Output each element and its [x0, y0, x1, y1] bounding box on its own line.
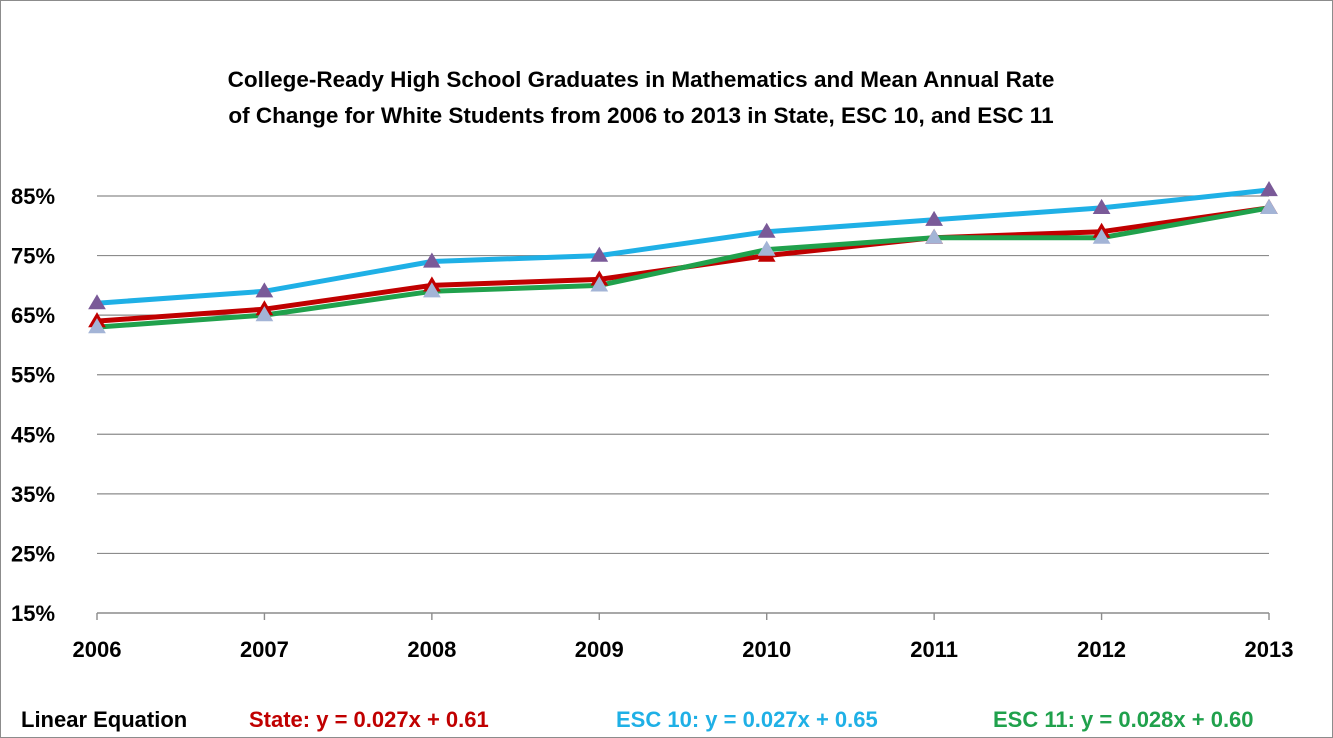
marker-esc10-2011 [925, 210, 943, 226]
marker-esc11-2010 [757, 240, 776, 256]
marker-esc10-2009 [590, 246, 609, 262]
series-line-esc10 [94, 187, 1272, 306]
x-tick-label: 2006 [73, 637, 122, 662]
equation-esc11: ESC 11: y = 0.028x + 0.60 [993, 707, 1254, 732]
marker-esc10-2012 [1092, 198, 1111, 214]
x-tick-label: 2009 [575, 637, 624, 662]
marker-esc11-2008 [423, 282, 441, 298]
y-tick-label: 15% [11, 601, 55, 626]
equation-state: State: y = 0.027x + 0.61 [249, 707, 489, 732]
marker-esc11-2007 [255, 306, 274, 322]
series-line-state [94, 205, 1272, 324]
linear-equation-heading: Linear Equation [21, 707, 187, 732]
marker-esc10-2013 [1260, 181, 1278, 197]
y-axis-tick-labels: 15% 25% 35% 45% 55% 65% 75% 85% [11, 184, 55, 626]
marker-esc11-2006 [88, 318, 106, 334]
x-tick-label: 2011 [910, 637, 958, 662]
marker-esc11-2012 [1092, 228, 1111, 244]
linear-equations: Linear Equation State: y = 0.027x + 0.61… [21, 707, 1254, 732]
chart-title: College-Ready High School Graduates in M… [228, 67, 1055, 128]
y-tick-label: 55% [11, 363, 55, 388]
marker-esc11-2011 [925, 228, 943, 244]
equation-esc10: ESC 10: y = 0.027x + 0.65 [616, 707, 878, 732]
marker-esc10-2006 [88, 294, 106, 310]
axes [96, 612, 1270, 620]
gridlines [97, 195, 1269, 555]
x-axis-tick-labels: 2006 2007 2008 2009 2010 2011 2012 2013 [73, 637, 1294, 662]
x-tick-label: 2008 [407, 637, 456, 662]
series-line-esc11 [94, 205, 1272, 330]
marker-esc10-2007 [255, 282, 274, 298]
chart-title-line-2: of Change for White Students from 2006 t… [228, 103, 1053, 128]
marker-esc11-2013 [1260, 198, 1278, 214]
x-tick-label: 2007 [240, 637, 289, 662]
y-tick-label: 85% [11, 184, 55, 209]
y-tick-label: 35% [11, 482, 55, 507]
y-tick-label: 65% [11, 303, 55, 328]
plot-series [94, 187, 1272, 330]
marker-esc11-2009 [590, 276, 609, 292]
x-tick-label: 2010 [742, 637, 791, 662]
x-tick-label: 2012 [1077, 637, 1126, 662]
chart-title-line-1: College-Ready High School Graduates in M… [228, 67, 1055, 92]
y-tick-label: 25% [11, 541, 55, 566]
y-tick-label: 75% [11, 244, 55, 269]
x-tick-label: 2013 [1245, 637, 1294, 662]
plot-markers [88, 181, 1278, 334]
marker-esc10-2008 [423, 252, 441, 268]
y-tick-label: 45% [11, 422, 55, 447]
marker-esc10-2010 [757, 222, 776, 238]
